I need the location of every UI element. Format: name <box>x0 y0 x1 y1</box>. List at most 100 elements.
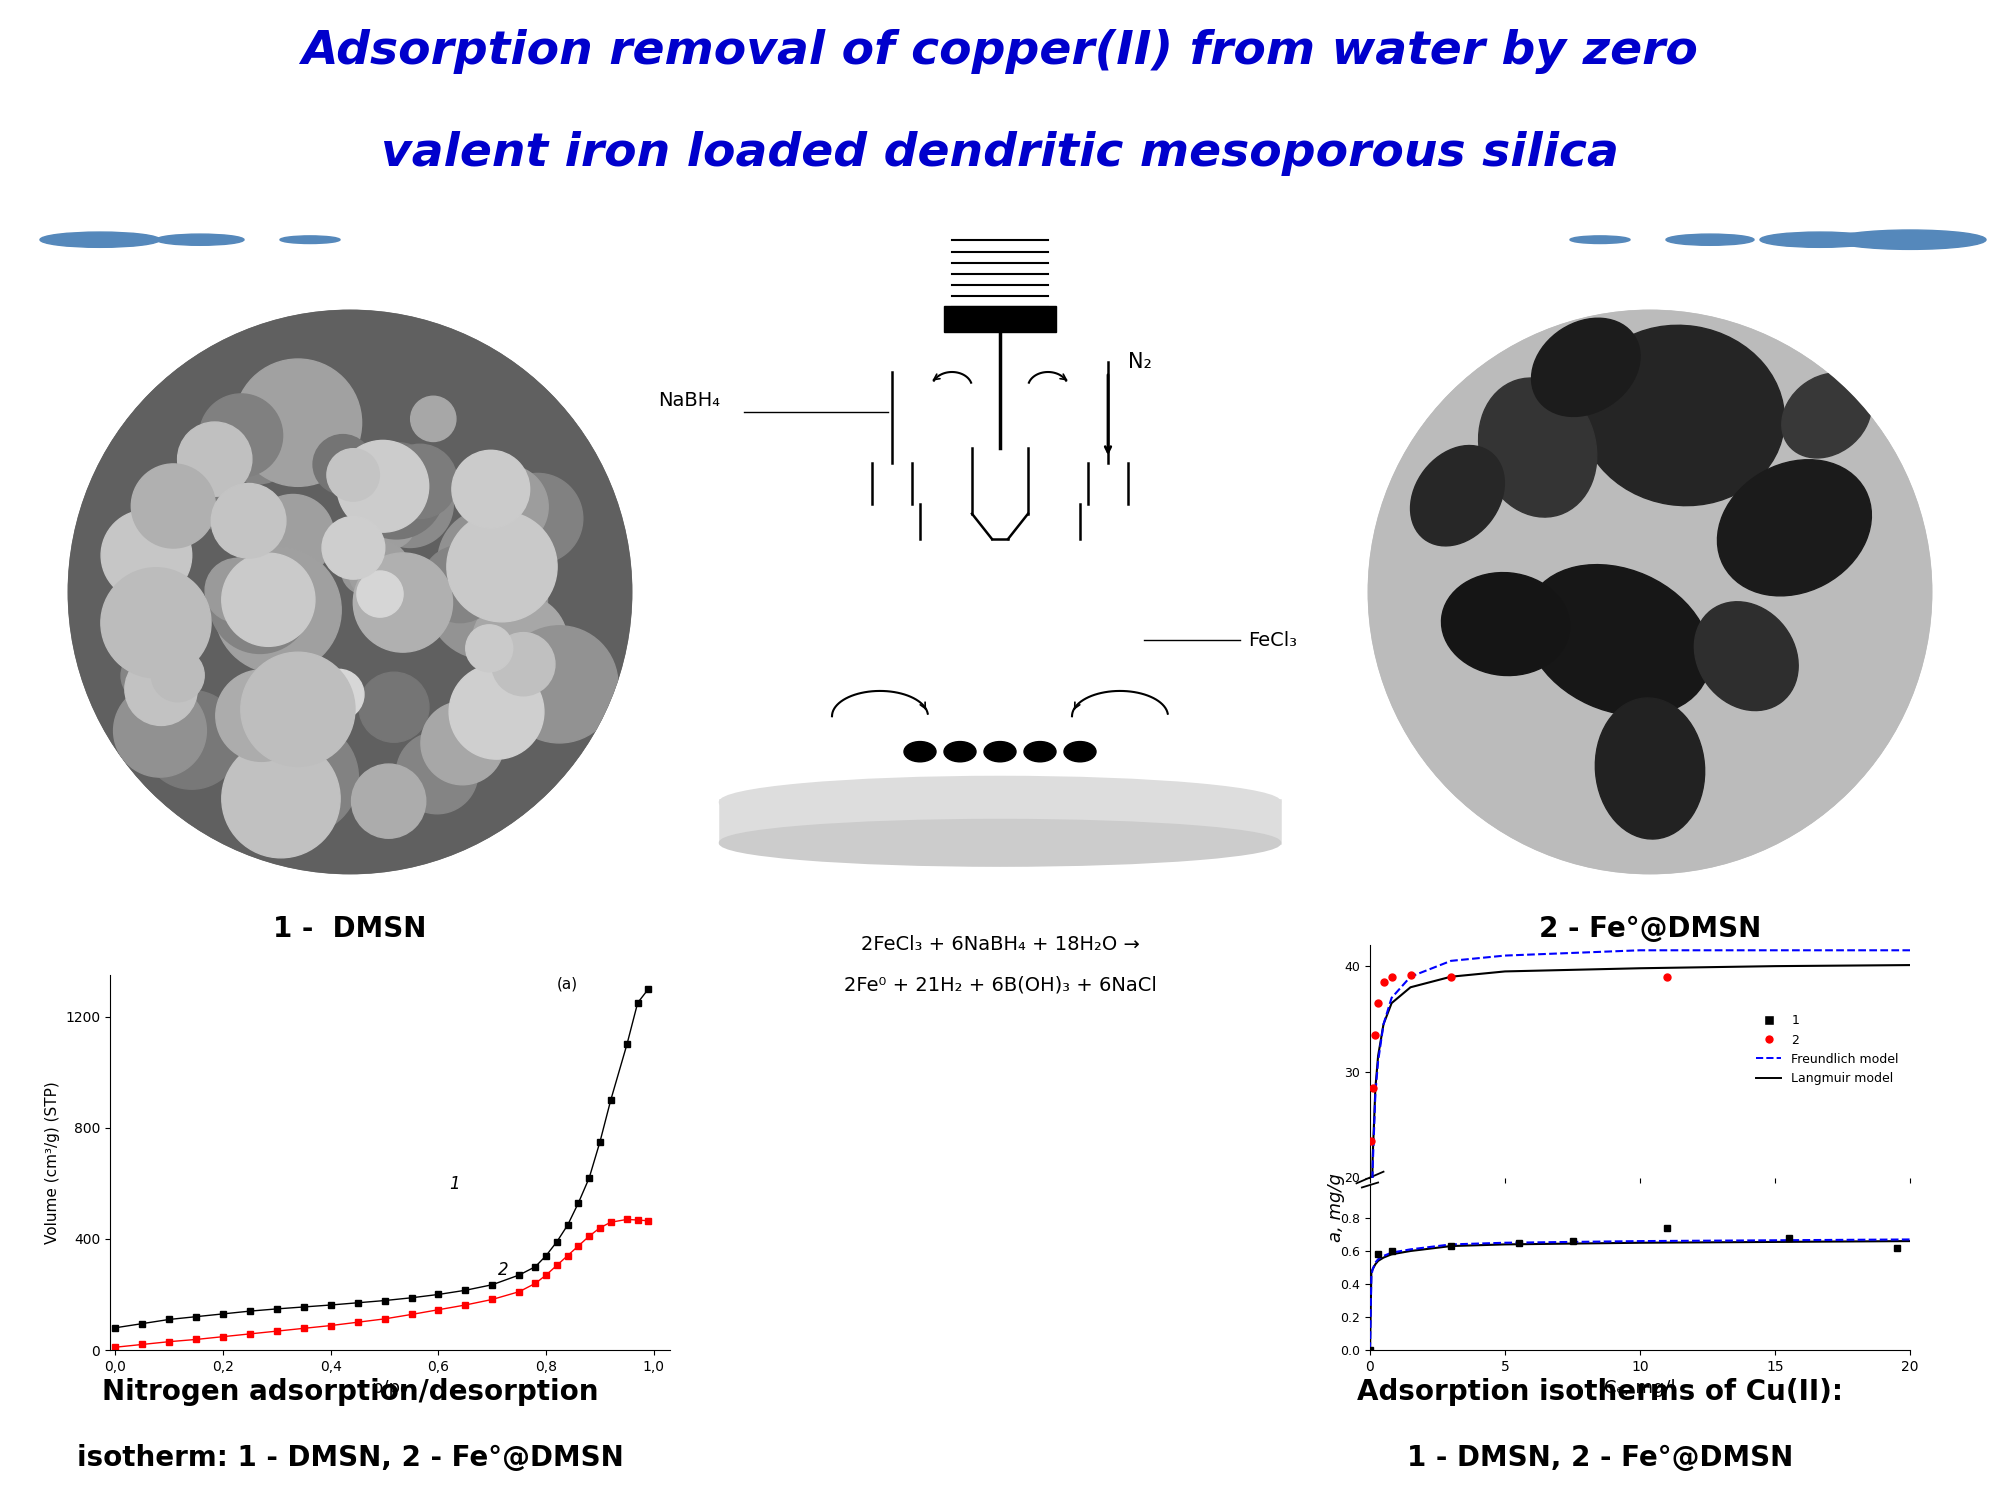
Ellipse shape <box>720 777 1280 828</box>
Text: 2 - Fe°@DMSN: 2 - Fe°@DMSN <box>1538 915 1762 944</box>
Bar <box>944 306 1056 332</box>
Ellipse shape <box>720 821 1280 866</box>
Circle shape <box>492 474 582 564</box>
Ellipse shape <box>1410 446 1504 546</box>
Text: 1: 1 <box>450 1174 460 1192</box>
Circle shape <box>450 664 544 759</box>
Y-axis label: Volume (cm³/g) (STP): Volume (cm³/g) (STP) <box>44 1082 60 1244</box>
Bar <box>864 464 920 478</box>
Circle shape <box>314 669 364 720</box>
Circle shape <box>1064 741 1096 762</box>
Circle shape <box>108 602 178 674</box>
Bar <box>872 494 912 504</box>
Circle shape <box>206 558 268 622</box>
Circle shape <box>210 552 310 654</box>
Circle shape <box>322 516 384 579</box>
Text: FeCl₃: FeCl₃ <box>1248 632 1296 650</box>
Circle shape <box>420 702 504 784</box>
Circle shape <box>138 664 194 718</box>
Text: a, mg/g: a, mg/g <box>1328 1173 1344 1242</box>
Circle shape <box>452 450 530 528</box>
Bar <box>1084 478 1132 494</box>
Circle shape <box>280 236 340 243</box>
Circle shape <box>102 510 192 600</box>
Circle shape <box>354 554 452 652</box>
Ellipse shape <box>1442 573 1570 675</box>
Circle shape <box>214 548 342 674</box>
Bar <box>960 478 1040 496</box>
Circle shape <box>100 567 212 678</box>
Circle shape <box>1834 230 1986 249</box>
Ellipse shape <box>1596 698 1704 838</box>
Bar <box>868 478 916 494</box>
Circle shape <box>124 652 198 726</box>
Bar <box>720 800 1280 843</box>
Ellipse shape <box>1580 326 1784 506</box>
Circle shape <box>348 442 444 538</box>
Circle shape <box>438 509 544 614</box>
Circle shape <box>410 396 456 441</box>
Circle shape <box>472 594 568 690</box>
Bar <box>1088 494 1128 504</box>
Circle shape <box>466 465 548 549</box>
Circle shape <box>356 572 404 616</box>
Legend: 1, 2, Freundlich model, Langmuir model: 1, 2, Freundlich model, Langmuir model <box>1752 1010 1904 1090</box>
Circle shape <box>156 234 244 246</box>
Ellipse shape <box>1718 459 1872 596</box>
Circle shape <box>114 684 206 777</box>
Circle shape <box>122 648 176 702</box>
Circle shape <box>252 495 334 576</box>
Circle shape <box>358 672 428 742</box>
Circle shape <box>222 554 314 646</box>
Text: 1 - DMSN, 2 - Fe°@DMSN: 1 - DMSN, 2 - Fe°@DMSN <box>1406 1444 1794 1472</box>
Ellipse shape <box>1782 374 1872 458</box>
Circle shape <box>348 540 410 602</box>
Circle shape <box>492 633 554 696</box>
Circle shape <box>178 422 252 497</box>
Circle shape <box>234 777 282 825</box>
Circle shape <box>360 492 416 549</box>
Text: isotherm: 1 - DMSN, 2 - Fe°@DMSN: isotherm: 1 - DMSN, 2 - Fe°@DMSN <box>76 1444 624 1472</box>
Circle shape <box>200 394 282 477</box>
Circle shape <box>336 441 428 532</box>
Text: Adsorption isotherms of Cu(II):: Adsorption isotherms of Cu(II): <box>1356 1378 1844 1406</box>
X-axis label: p/p₀: p/p₀ <box>372 1380 408 1398</box>
Circle shape <box>1666 234 1754 246</box>
Circle shape <box>68 309 632 874</box>
Circle shape <box>382 444 458 519</box>
Text: (a): (a) <box>556 976 578 992</box>
Ellipse shape <box>1478 378 1596 518</box>
Text: 2: 2 <box>498 1262 508 1280</box>
Text: Nitrogen adsorption/desorption: Nitrogen adsorption/desorption <box>102 1378 598 1406</box>
Bar <box>964 496 1036 513</box>
Circle shape <box>142 690 242 789</box>
Circle shape <box>984 741 1016 762</box>
Circle shape <box>1368 309 1932 874</box>
Circle shape <box>904 741 936 762</box>
Text: 2Fe⁰ + 21H₂ + 6B(OH)₃ + 6NaCl: 2Fe⁰ + 21H₂ + 6B(OH)₃ + 6NaCl <box>844 975 1156 994</box>
Circle shape <box>40 232 160 248</box>
Text: Adsorption removal of copper(II) from water by zero: Adsorption removal of copper(II) from wa… <box>302 28 1698 74</box>
Text: N₂: N₂ <box>1128 352 1152 372</box>
Text: 1 -  DMSN: 1 - DMSN <box>274 915 426 944</box>
Circle shape <box>240 652 354 766</box>
Ellipse shape <box>1694 602 1798 711</box>
Bar <box>1080 464 1136 478</box>
Circle shape <box>222 740 340 858</box>
Circle shape <box>500 626 618 742</box>
Circle shape <box>1024 741 1056 762</box>
Circle shape <box>944 741 976 762</box>
Circle shape <box>352 764 426 839</box>
Circle shape <box>184 470 244 530</box>
Circle shape <box>326 448 380 501</box>
Ellipse shape <box>1526 564 1710 716</box>
Text: NaBH₄: NaBH₄ <box>658 392 720 410</box>
Circle shape <box>244 722 358 834</box>
Circle shape <box>366 460 454 548</box>
Circle shape <box>222 413 294 485</box>
Circle shape <box>422 546 498 622</box>
Circle shape <box>1760 232 1880 248</box>
Circle shape <box>132 464 216 548</box>
X-axis label: Cₑ, mg/l: Cₑ, mg/l <box>1604 1380 1676 1398</box>
Text: valent iron loaded dendritic mesoporous silica: valent iron loaded dendritic mesoporous … <box>382 130 1618 176</box>
